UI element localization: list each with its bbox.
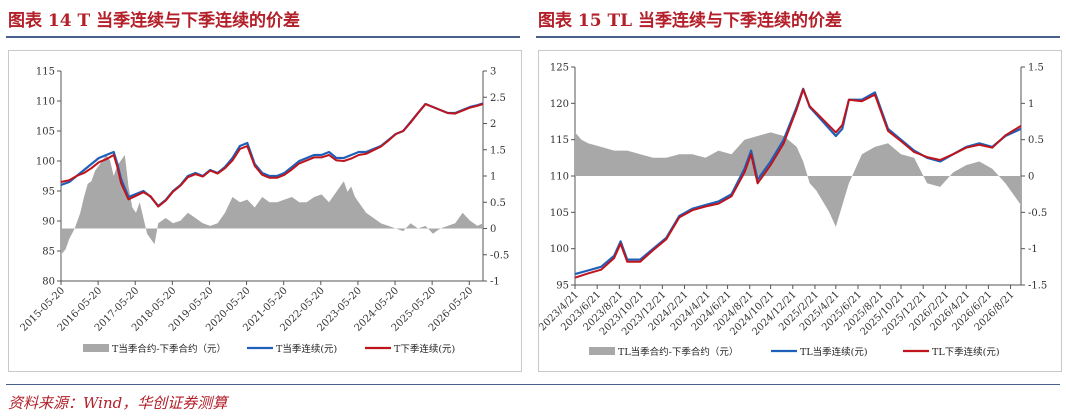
left-tick-label: 125 bbox=[550, 63, 569, 74]
left-tick-label: 105 bbox=[550, 208, 569, 219]
right-tick-label: 1 bbox=[1028, 99, 1034, 110]
next-quarter-line bbox=[574, 88, 1022, 279]
left-tick-label: 100 bbox=[550, 244, 569, 255]
left-tick-label: 100 bbox=[36, 157, 55, 168]
left-tick-label: 110 bbox=[550, 172, 569, 183]
spread-area bbox=[575, 132, 1021, 227]
right-tick-label: -1 bbox=[1028, 244, 1038, 255]
left-tick-label: 105 bbox=[36, 127, 55, 138]
spread-area bbox=[61, 155, 483, 255]
chart-frame-left: 80 85 90 95 100 105 110 115 -1 -0.5 0 0.5 1 1.5 2 2.5 3 2… bbox=[8, 50, 522, 372]
title-rule-left bbox=[6, 36, 520, 38]
right-tick-label: 0.5 bbox=[490, 198, 506, 209]
chart-right: 95100105110115120125-1.5-1-0.500.511.520… bbox=[537, 63, 1047, 359]
right-tick-label: -0.5 bbox=[1028, 208, 1047, 219]
title-rule-right bbox=[536, 36, 1060, 38]
legend-label: TL当季合约-下季合约（元） bbox=[618, 346, 738, 358]
left-tick-label: 80 bbox=[42, 277, 55, 288]
legend-label: T下季连续(元) bbox=[394, 343, 455, 355]
chart-title-right: 图表 15 TL 当季连续与下季连续的价差 bbox=[538, 11, 843, 31]
legend-label: TL下季连续(元) bbox=[932, 346, 1000, 358]
right-tick-label: 0 bbox=[490, 224, 496, 235]
footer-rule bbox=[6, 384, 1060, 385]
legend-label: TL当季连续(元) bbox=[800, 346, 868, 358]
next-quarter-line bbox=[60, 103, 484, 208]
right-tick-label: 1.5 bbox=[490, 145, 506, 156]
left-tick-label: 90 bbox=[42, 217, 55, 228]
legend-swatch-spread bbox=[589, 347, 615, 355]
legend-swatch-spread bbox=[83, 344, 109, 352]
right-tick-label: -1 bbox=[490, 277, 500, 288]
left-tick-label: 115 bbox=[550, 135, 569, 146]
left-tick-label: 85 bbox=[42, 247, 55, 258]
legend-label: T当季连续(元) bbox=[276, 343, 337, 355]
current-quarter-line bbox=[574, 87, 1022, 276]
right-tick-label: 2.5 bbox=[490, 93, 506, 104]
source-note: 资料来源：Wind，华创证券测算 bbox=[8, 394, 228, 412]
chart-frame-right: 95 100 105 110 115 120 125 -1.5 -1 -0.5 0 0.5 1 1.5 20… bbox=[537, 50, 1062, 372]
right-tick-label: 2 bbox=[490, 119, 496, 130]
left-tick-label: 115 bbox=[36, 67, 55, 78]
right-tick-label: 0.5 bbox=[1028, 135, 1044, 146]
left-tick-label: 95 bbox=[556, 281, 569, 292]
legend-label: T当季合约-下季合约（元） bbox=[112, 343, 226, 355]
right-tick-label: 3 bbox=[490, 67, 496, 78]
right-tick-label: -1.5 bbox=[1028, 281, 1047, 292]
right-tick-label: 0 bbox=[1028, 172, 1034, 183]
left-tick-label: 95 bbox=[42, 187, 55, 198]
left-tick-label: 120 bbox=[550, 99, 569, 110]
chart-title-left: 图表 14 T 当季连续与下季连续的价差 bbox=[8, 11, 301, 31]
right-tick-label: -0.5 bbox=[490, 250, 509, 261]
right-tick-label: 1 bbox=[490, 172, 496, 183]
right-tick-label: 1.5 bbox=[1028, 63, 1044, 74]
left-tick-label: 110 bbox=[36, 97, 55, 108]
chart-left: 80859095100105110115-1-0.500.511.522.532… bbox=[19, 67, 510, 356]
